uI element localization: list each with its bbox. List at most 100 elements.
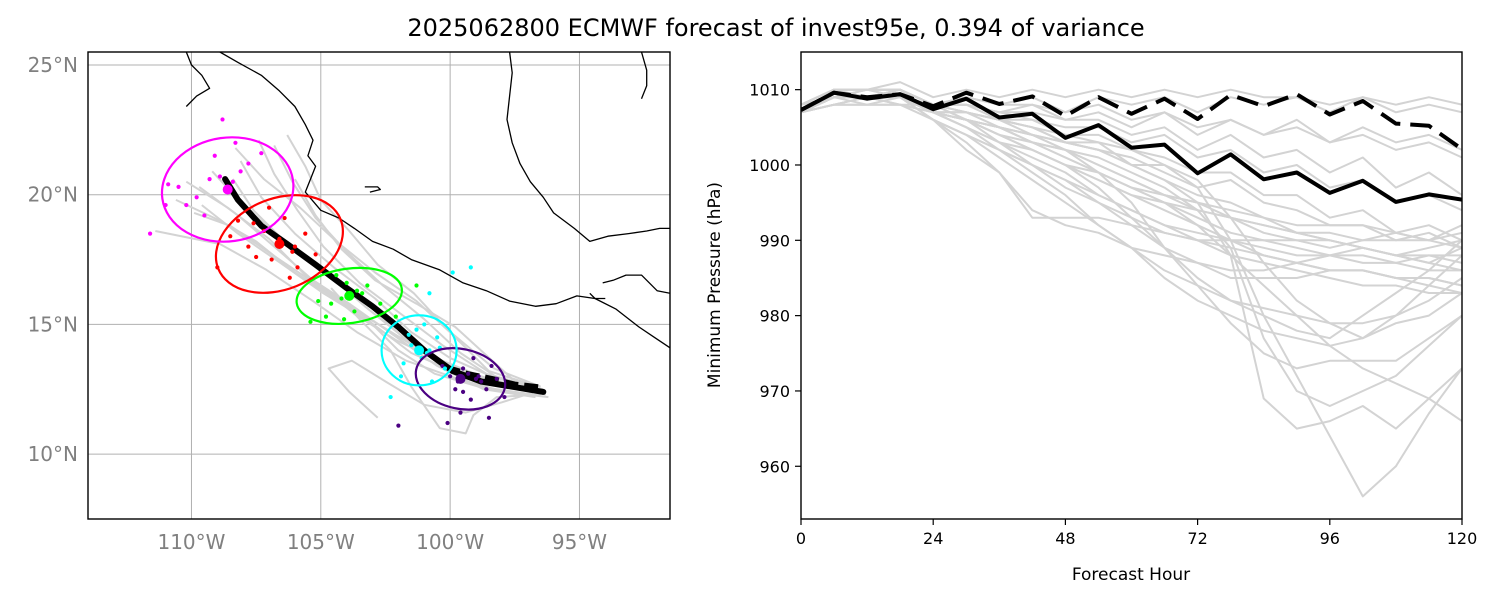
position-point [460,366,466,371]
position-point [194,195,199,200]
map-frame [87,51,671,520]
position-point [352,309,357,314]
position-point [303,231,308,236]
map-lat-tick-label: 10°N [28,442,78,466]
pressure-y-tick-label: 980 [759,307,790,326]
position-point [414,327,419,332]
map-panel: 110°W 105°W 100°W 95°W 10°N 15°N 20°N 25°N [28,51,671,554]
ensemble-track [201,204,547,396]
ellipse-center-marker [222,184,233,195]
pressure-x-tick-label: 72 [1187,529,1207,548]
position-point [409,343,414,348]
position-point [212,153,217,158]
pressure-y-tick-label: 1000 [749,156,790,175]
pressure-member-line [801,96,1462,257]
position-point [251,221,256,226]
uncertainty-ellipse [380,314,458,387]
position-point [398,374,404,379]
pressure-x-tick-label: 96 [1320,529,1340,548]
pressure-member-line [801,96,1462,340]
position-point [494,376,499,381]
map-ellipses [160,136,507,411]
map-lon-tick-label: 105°W [287,530,355,554]
position-point [339,296,344,301]
pressure-member-line [801,88,1462,340]
position-point [329,301,334,306]
pressure-y-tick-label: 960 [759,457,790,476]
position-point [473,376,479,381]
ensemble-track [294,178,547,393]
pressure-key-lines [801,90,1462,204]
pressure-dashed-line [801,90,1462,151]
map-tick-labels: 110°W 105°W 100°W 95°W 10°N 15°N 20°N 25°N [28,53,608,554]
pressure-y-tick-label: 990 [759,231,790,250]
position-point [254,254,259,260]
position-point [489,363,494,369]
map-lat-tick-label: 15°N [28,312,78,336]
position-point [479,379,484,384]
position-point [388,394,393,400]
coastline [640,52,648,99]
position-point [448,374,453,379]
position-point [292,244,298,249]
position-point [290,249,295,254]
pressure-ylabel: Minimum Pressure (hPa) [705,182,725,388]
pressure-member-line [801,96,1462,287]
map-lon-tick-label: 95°W [552,530,607,554]
map-lon-tick-label: 100°W [416,530,484,554]
position-point [468,265,473,270]
position-point [427,348,432,353]
position-point [486,415,492,420]
position-point [445,420,450,426]
position-point [427,291,432,296]
map-coastlines [185,52,670,349]
position-point [450,270,455,275]
ensemble-track [232,178,541,393]
pressure-member-lines [801,81,1462,498]
position-point [354,288,360,293]
position-point [308,319,313,324]
ellipse-center-marker [344,290,355,301]
pressure-member-line [801,96,1462,272]
figure-title: 2025062800 ECMWF forecast of invest95e, … [407,14,1144,42]
ellipse-center-marker [455,373,466,384]
position-point [344,280,349,286]
pressure-xlabel: Forecast Hour [1072,565,1190,585]
map-lon-tick-label: 110°W [157,530,225,554]
position-point [295,265,300,270]
position-point [220,117,225,122]
pressure-x-tick-label: 0 [796,529,806,548]
uncertainty-ellipse [160,136,295,243]
map-lat-tick-label: 20°N [28,183,78,207]
map-lat-tick-label: 25°N [28,53,78,77]
position-point [414,283,419,288]
position-point [435,335,440,340]
position-point [269,257,274,262]
position-point [230,179,235,184]
position-point [453,387,458,392]
position-point [360,291,365,296]
position-point [422,322,427,327]
position-point [147,231,153,236]
position-point [341,317,347,322]
position-point [484,387,489,392]
position-point [266,205,272,210]
position-point [442,366,448,371]
position-point [323,314,329,319]
pressure-y-tick-label: 1010 [749,81,790,100]
coastline [364,186,381,193]
uncertainty-ellipse [414,347,507,411]
position-point [502,394,507,400]
coastline [589,292,606,300]
pressure-panel: 0 24 48 72 96 120 960 970 980 990 1000 1010 Forecas… [705,51,1477,585]
position-point [228,234,233,239]
ellipse-center-marker [414,345,425,356]
position-point [207,177,212,182]
position-point [406,332,411,337]
position-point [396,423,401,428]
position-point [378,301,383,306]
position-point [460,389,466,394]
pressure-ticks: 0 24 48 72 96 120 960 970 980 990 1000 1010 [749,81,1477,548]
uncertainty-ellipse [295,266,404,325]
